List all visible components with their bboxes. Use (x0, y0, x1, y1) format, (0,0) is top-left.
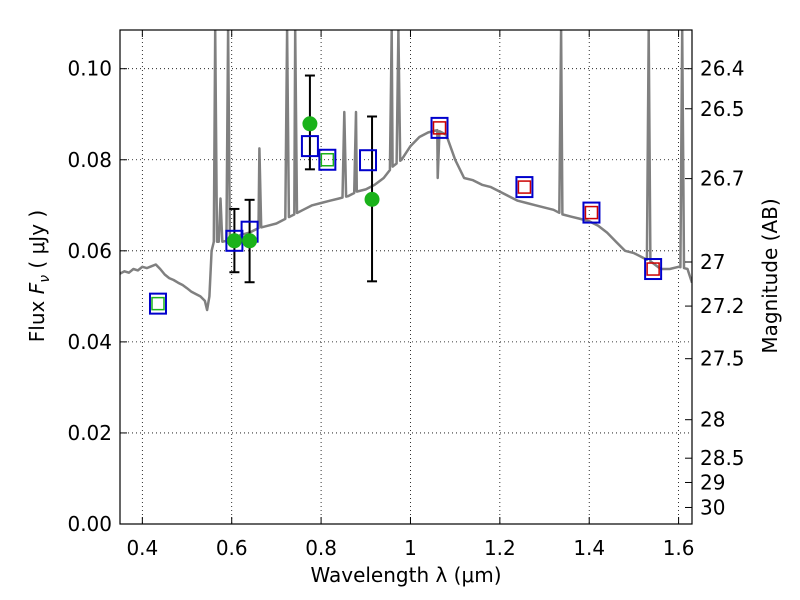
x-tick-label: 1.2 (484, 536, 516, 560)
x-axis-ticks: 0.4 0.6 0.8 1 1.2 1.4 1.6 (126, 30, 695, 560)
measured-flux-point (242, 233, 258, 249)
y-tick-label: 0.08 (67, 148, 112, 172)
x-tick-label: 0.8 (305, 536, 337, 560)
magnitude-tick-label: 26.5 (700, 97, 745, 121)
y-axis-label-unit: ( μJy ) (25, 210, 49, 275)
grid-lines (120, 30, 692, 525)
magnitude-tick-label: 26.7 (700, 167, 745, 191)
measured-flux-point (302, 116, 318, 132)
model-flux-square (582, 201, 601, 224)
measured-flux-point (226, 233, 242, 249)
model-flux-inner-square (320, 153, 335, 167)
y-tick-label: 0.06 (67, 239, 112, 263)
y-axis-label-symbol: F (25, 282, 49, 294)
measured-flux-point (364, 191, 380, 207)
y-axis-ticks: 0.00 0.02 0.04 0.06 0.08 0.10 (67, 57, 127, 536)
model-flux-inner-square (517, 180, 532, 194)
model-flux-inner-square (584, 205, 599, 220)
plot-frame (119, 29, 693, 525)
y-axis-label-text: Flux (25, 294, 49, 342)
y-tick-label: 0.04 (67, 330, 112, 354)
x-tick-label: 1.6 (663, 536, 695, 560)
x-axis-label: Wavelength λ (μm) (310, 563, 501, 587)
y-tick-label: 0.10 (67, 57, 112, 81)
y-axis-label-subscript: ν (37, 275, 53, 283)
model-flux-square (148, 292, 167, 315)
magnitude-tick-label: 26.4 (700, 57, 745, 81)
x-tick-label: 1 (404, 536, 417, 560)
model-flux-square (359, 149, 378, 172)
y-tick-label: 0.00 (67, 512, 112, 536)
model-flux-square (430, 116, 449, 139)
magnitude-tick-label: 29 (700, 470, 725, 494)
sed-spectrum (120, 30, 692, 312)
model-flux-inner-square (646, 262, 660, 276)
model-flux-square (644, 258, 663, 281)
x-tick-label: 0.6 (216, 536, 248, 560)
y-axis-label: Flux Fν ( μJy ) (25, 210, 53, 342)
model-flux-inner-square (151, 296, 165, 311)
x-tick-label: 0.4 (126, 536, 158, 560)
magnitude-tick-label: 30 (700, 495, 725, 519)
sed-curve (120, 30, 692, 312)
magnitude-tick-label: 27.2 (700, 294, 745, 318)
magnitude-tick-label: 27 (700, 250, 725, 274)
model-flux-square (515, 176, 534, 199)
magnitude-axis-label: Magnitude (AB) (758, 198, 782, 353)
model-flux-square (318, 148, 337, 171)
y-tick-label: 0.02 (67, 421, 112, 445)
model-flux-inner-square (432, 121, 447, 135)
model-flux-square (300, 135, 319, 158)
magnitude-tick-label: 27.5 (700, 347, 745, 371)
x-tick-label: 1.4 (573, 536, 605, 560)
data-markers (148, 116, 663, 315)
magnitude-tick-label: 28 (700, 408, 725, 432)
magnitude-tick-label: 28.5 (700, 446, 745, 470)
